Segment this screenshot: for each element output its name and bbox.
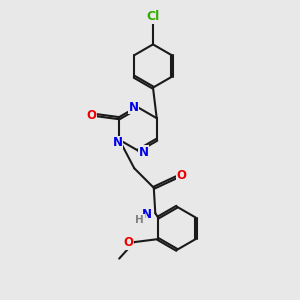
Text: H: H — [135, 215, 144, 225]
Text: N: N — [138, 146, 148, 159]
Text: O: O — [124, 236, 134, 249]
Text: N: N — [142, 208, 152, 221]
Text: Cl: Cl — [146, 10, 160, 23]
Text: N: N — [128, 101, 139, 114]
Text: O: O — [86, 109, 96, 122]
Text: N: N — [113, 136, 123, 149]
Text: O: O — [177, 169, 187, 182]
